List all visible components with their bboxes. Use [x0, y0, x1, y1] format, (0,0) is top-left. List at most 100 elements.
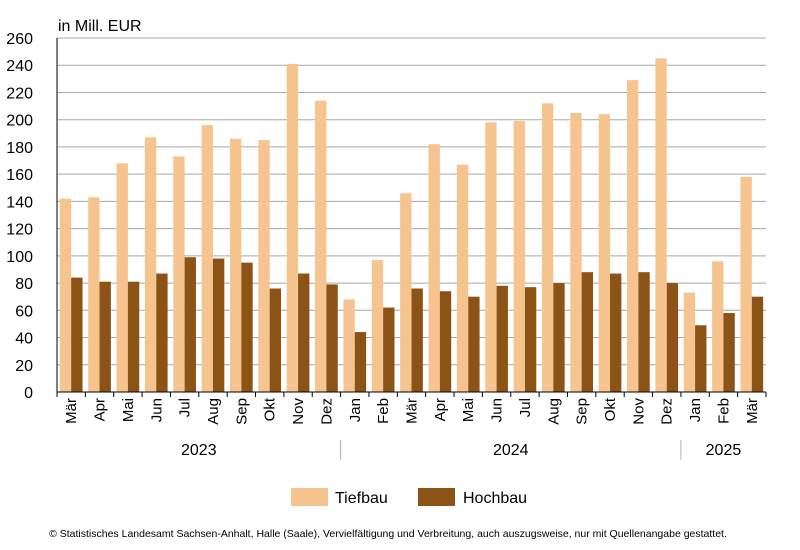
x-category-label: Mär — [63, 398, 80, 424]
bar-hochbau — [184, 257, 196, 392]
x-category-label: Jul — [177, 398, 194, 417]
bar-hochbau — [383, 307, 395, 392]
bar-tiefbau — [173, 156, 185, 392]
bar-tiefbau — [485, 122, 497, 393]
bar-hochbau — [269, 288, 282, 392]
bar-tiefbau — [627, 80, 639, 393]
bar-tiefbau — [144, 137, 157, 392]
x-category-label: Jul — [517, 398, 534, 417]
bar-hochbau — [241, 262, 253, 392]
copyright-footer: © Statistisches Landesamt Sachsen-Anhalt… — [49, 528, 727, 540]
y-tick-label: 260 — [6, 31, 33, 48]
x-category-label: Nov — [630, 398, 647, 425]
x-category-label: Dez — [318, 398, 335, 425]
bar-hochbau — [212, 258, 225, 392]
year-labels: 2023 2024 2025 — [181, 440, 741, 460]
x-category-label: Sep — [574, 398, 591, 425]
bar-hochbau — [553, 283, 565, 392]
x-category-label: Jun — [489, 398, 506, 422]
bar-hochbau — [127, 281, 140, 392]
x-category-label: Sep — [233, 398, 250, 425]
bar-hochbau — [751, 296, 764, 392]
bar-hochbau — [99, 281, 111, 392]
bar-tiefbau — [116, 163, 128, 392]
bar-hochbau — [496, 285, 508, 392]
bar-hochbau — [468, 296, 480, 392]
bar-hochbau — [71, 277, 83, 392]
x-category-label: Feb — [715, 398, 732, 424]
x-category-label: Feb — [375, 398, 392, 424]
x-category-label: Aug — [205, 398, 222, 425]
bar-hochbau — [610, 273, 622, 392]
bar-hochbau — [411, 288, 423, 392]
x-category-label: Apr — [432, 398, 449, 421]
x-category-label: Jan — [687, 398, 704, 422]
bar-hochbau — [723, 313, 735, 392]
x-category-label: Jun — [148, 398, 165, 422]
y-tick-label: 200 — [6, 113, 33, 130]
x-category-label: Mai — [120, 398, 137, 422]
unit-label: in Mill. EUR — [58, 18, 142, 35]
bar-hochbau — [156, 273, 168, 392]
legend: Tiefbau Hochbau — [291, 488, 527, 507]
bar-tiefbau — [258, 140, 270, 392]
bar-hochbau — [695, 325, 707, 392]
year-label: 2025 — [706, 442, 742, 459]
bar-hochbau — [638, 272, 650, 392]
x-category-label: Mai — [460, 398, 477, 422]
bar-tiefbau — [428, 144, 440, 392]
bar-tiefbau — [598, 114, 611, 392]
bar-tiefbau — [371, 259, 384, 392]
y-tick-label: 40 — [15, 331, 33, 348]
y-tick-label: 160 — [6, 167, 33, 184]
y-axis-tick-labels: 0 20 40 60 80 100 120 140 160 180 200 220 240 260 — [6, 31, 33, 402]
y-tick-label: 80 — [15, 276, 33, 293]
bar-hochbau — [666, 283, 679, 392]
bar-hochbau — [581, 272, 593, 392]
y-tick-label: 140 — [6, 194, 33, 211]
x-category-label: Dez — [659, 398, 676, 425]
bar-tiefbau — [456, 164, 469, 392]
bar-tiefbau — [88, 197, 100, 392]
y-tick-label: 0 — [24, 385, 33, 402]
bar-hochbau — [326, 284, 338, 392]
bar-tiefbau — [683, 292, 696, 392]
bar-tiefbau — [740, 176, 752, 392]
axes — [56, 38, 767, 397]
bar-hochbau — [439, 291, 452, 392]
bar-tiefbau — [230, 138, 242, 392]
year-label: 2023 — [181, 442, 217, 459]
bar-tiefbau — [541, 103, 554, 392]
bar-tiefbau — [343, 299, 355, 392]
bar-tiefbau — [513, 121, 525, 393]
y-tick-label: 180 — [6, 140, 33, 157]
legend-label-tiefbau: Tiefbau — [335, 490, 388, 507]
legend-swatch-hochbau — [418, 488, 455, 506]
legend-swatch-tiefbau — [291, 488, 328, 506]
x-category-label: Jan — [347, 398, 364, 422]
legend-label-hochbau: Hochbau — [463, 490, 527, 507]
y-tick-label: 240 — [6, 58, 33, 75]
year-label: 2024 — [493, 442, 529, 459]
bar-tiefbau — [570, 112, 582, 392]
bar-tiefbau — [712, 261, 724, 392]
bars — [59, 58, 764, 393]
bar-tiefbau — [201, 125, 213, 392]
bar-hochbau — [524, 287, 537, 392]
y-tick-label: 220 — [6, 85, 33, 102]
bar-tiefbau — [655, 58, 667, 393]
bar-tiefbau — [286, 63, 299, 393]
x-category-label: Okt — [602, 397, 619, 421]
y-tick-label: 100 — [6, 249, 33, 266]
bar-tiefbau — [400, 193, 412, 392]
x-category-label: Apr — [92, 398, 109, 421]
y-tick-label: 60 — [15, 303, 33, 320]
bar-tiefbau — [59, 198, 72, 392]
bar-hochbau — [298, 273, 310, 392]
x-axis-category-labels: Mär Apr Mai Jun Jul Aug Sep Okt Nov Dez Jan Feb Mär A… — [63, 397, 761, 425]
bar-hochbau — [354, 332, 367, 392]
x-category-label: Nov — [290, 398, 307, 425]
bar-tiefbau — [315, 100, 327, 392]
x-category-label: Aug — [545, 398, 562, 425]
